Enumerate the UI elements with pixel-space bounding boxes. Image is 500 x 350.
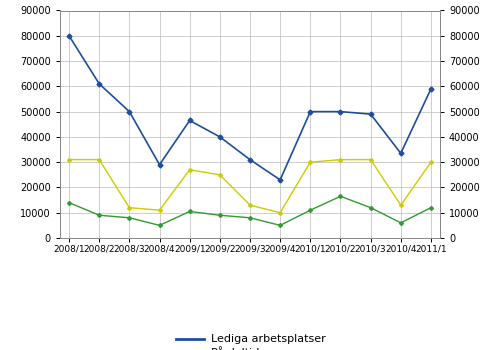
Legend: Lediga arbetsplatser, På deltid, På viss tid: Lediga arbetsplatser, På deltid, På viss… [172, 330, 330, 350]
